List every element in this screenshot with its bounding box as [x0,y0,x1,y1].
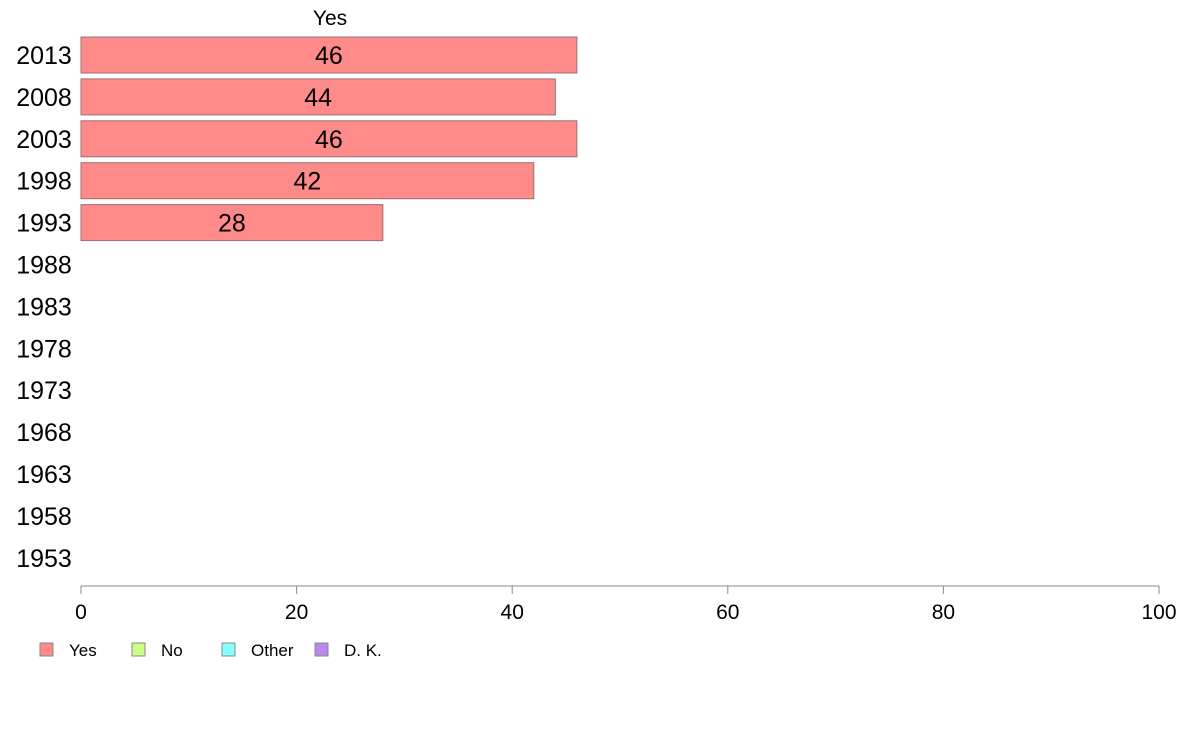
bar [80,120,578,158]
category-label: 1983 [16,293,72,321]
legend-swatch [131,642,146,657]
legend-label: Yes [69,641,97,660]
x-tick-label: 40 [501,601,524,624]
bar-value-label: 44 [304,84,332,112]
legend-swatch [221,642,236,657]
category-label: 1963 [16,461,72,489]
legend-swatch [39,642,54,657]
x-tick-label: 0 [75,601,87,624]
category-label: 1993 [16,210,72,238]
legend-label: D. K. [344,641,382,660]
legend-label: Other [251,641,294,660]
category-label: 1958 [16,503,72,531]
category-label: 1953 [16,545,72,573]
bar-value-label: 28 [218,210,246,238]
x-tick-label: 100 [1141,601,1176,624]
bar [80,204,384,242]
category-label: 2013 [16,42,72,70]
x-tick-label: 60 [716,601,739,624]
bar [80,36,578,74]
category-label: 2008 [16,84,72,112]
bars: 46 44 46 42 28 [80,36,578,242]
series-title: Yes [313,7,347,30]
category-label: 1973 [16,377,72,405]
bar-value-label: 46 [315,126,343,154]
bar-value-label: 46 [315,42,343,70]
category-label: 1968 [16,419,72,447]
category-label: 1978 [16,335,72,363]
legend-label: No [161,641,183,660]
x-tick-label: 20 [285,601,308,624]
legend-swatch [314,642,329,657]
category-label: 1988 [16,252,72,280]
category-labels: 2013 2008 2003 1998 1993 1988 1983 1978 1973 1968… [16,42,72,573]
category-label: 1998 [16,168,72,196]
category-label: 2003 [16,126,72,154]
bar [80,78,556,116]
bar-value-label: 42 [293,168,321,196]
bar [80,162,535,200]
x-tick-label: 80 [932,601,955,624]
x-axis: 0 20 40 60 80 100 [75,585,1177,624]
legend: Yes No Other D. K. [39,641,382,660]
